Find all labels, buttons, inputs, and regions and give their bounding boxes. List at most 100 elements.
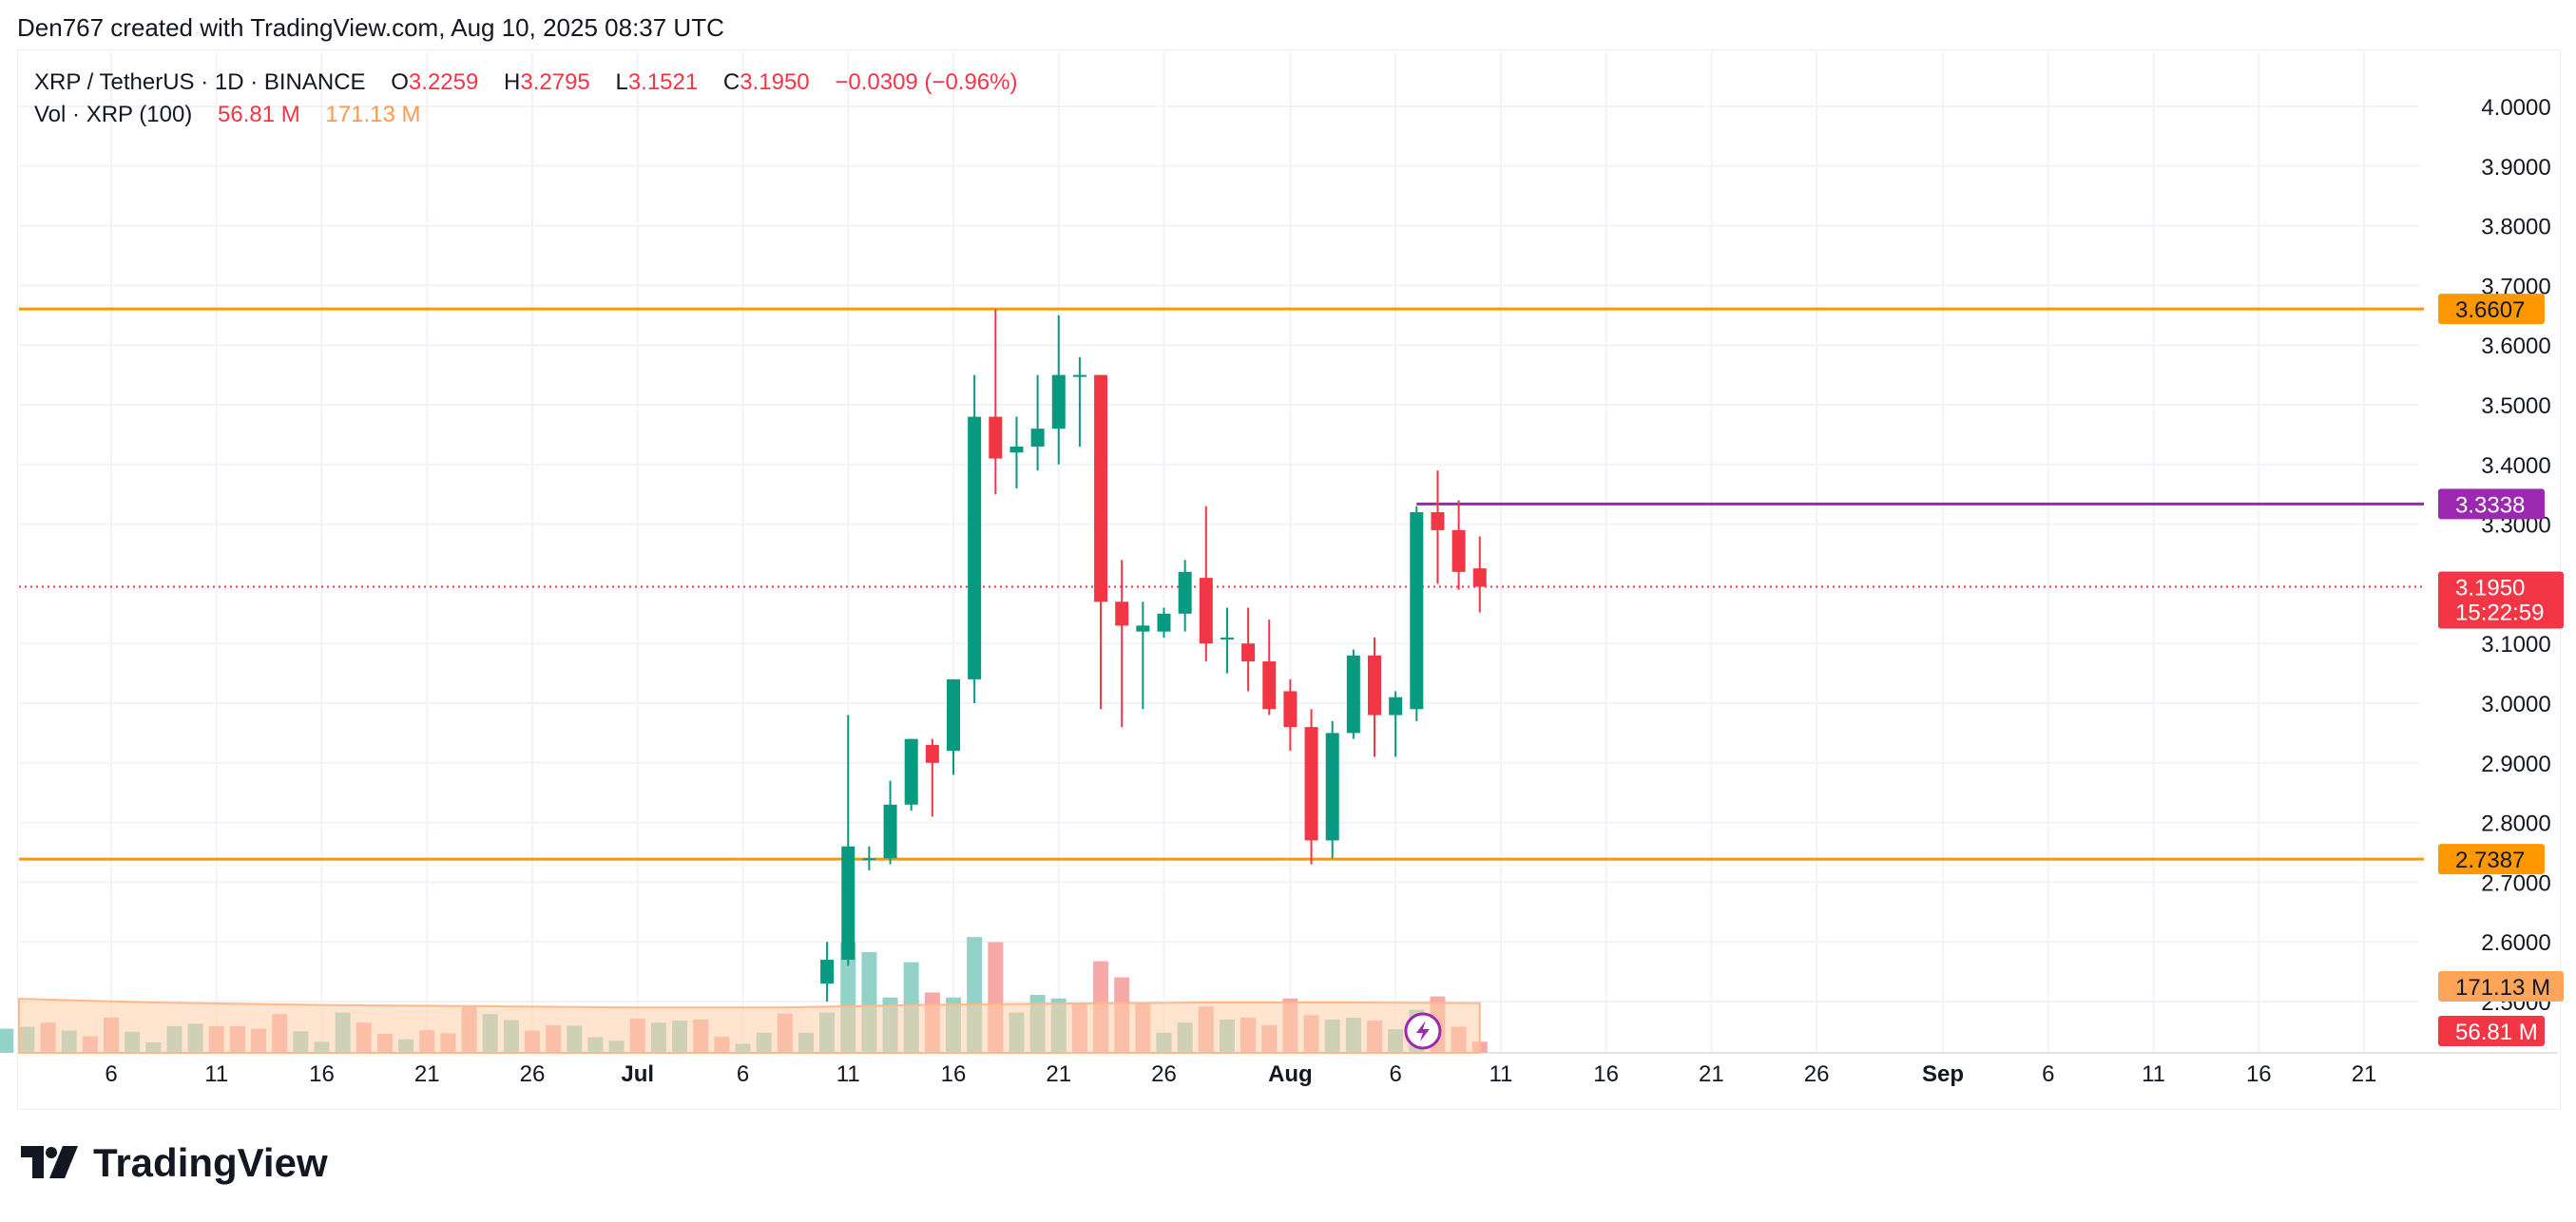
y-tick-label: 2.6000 (2481, 930, 2550, 956)
candle-body (1431, 512, 1445, 530)
y-tick-label: 3.0000 (2481, 692, 2550, 717)
change-value: −0.0309 (−0.96%) (835, 69, 1018, 95)
resistance-tag-bg (2438, 294, 2545, 325)
x-tick-label: 26 (1151, 1061, 1177, 1087)
x-tick-label: Aug (1268, 1061, 1313, 1087)
volume-ma-tag-text: 171.13 M (2455, 975, 2550, 1001)
high-label: H (504, 69, 521, 95)
candle-body (1241, 643, 1256, 662)
candle-body (904, 738, 918, 805)
low-label: L (615, 69, 628, 95)
candle-body (883, 804, 897, 859)
tradingview-logo[interactable]: TradingView (21, 1140, 328, 1186)
x-tick-label: 11 (836, 1061, 860, 1087)
close-value: 3.1950 (740, 69, 810, 95)
volume-value: 56.81 M (218, 102, 300, 127)
x-tick-label: 26 (520, 1061, 546, 1087)
x-tick-label: 11 (2142, 1061, 2165, 1087)
support-tag-text: 2.7387 (2455, 848, 2525, 873)
candle-body (1304, 727, 1318, 841)
candle-body (1178, 571, 1192, 614)
x-tick-label: 6 (2042, 1061, 2054, 1087)
candle-body (1325, 733, 1339, 841)
candle-body (989, 416, 1003, 459)
candle-body (1157, 613, 1171, 632)
y-tick-label: 3.1000 (2481, 632, 2550, 658)
x-tick-label: 16 (2246, 1061, 2272, 1087)
x-tick-label: 6 (105, 1061, 117, 1087)
y-tick-label: 3.6000 (2481, 334, 2550, 359)
volume-tag-text: 56.81 M (2455, 1020, 2538, 1045)
candle-body (1472, 568, 1487, 587)
level-purple-tag-bg (2438, 488, 2545, 520)
x-tick-label: 16 (1593, 1061, 1619, 1087)
y-tick-label: 3.9000 (2481, 155, 2550, 181)
x-tick-label: 11 (1489, 1061, 1512, 1087)
candle-body (1199, 578, 1213, 644)
volume-label[interactable]: Vol · XRP (100) (34, 102, 193, 127)
x-tick-label: 21 (1699, 1061, 1724, 1087)
candle-body (947, 678, 960, 752)
candle-body (862, 858, 876, 861)
y-tick-label: 3.4000 (2481, 453, 2550, 479)
open-label: O (391, 69, 409, 95)
resistance-tag-text: 3.6607 (2455, 297, 2525, 323)
candle-body (925, 744, 939, 763)
candle-body (820, 960, 835, 984)
y-tick-label: 3.8000 (2481, 215, 2550, 240)
candle-body (1368, 655, 1381, 716)
x-tick-label: Jul (621, 1061, 654, 1087)
candle-body (1389, 697, 1403, 716)
y-tick-label: 4.0000 (2481, 95, 2550, 121)
x-tick-label: 21 (2352, 1061, 2377, 1087)
volume-bar (0, 1028, 14, 1053)
chart-caption: Den767 created with TradingView.com, Aug… (17, 13, 724, 42)
volume-tag-bg (2438, 1016, 2545, 1046)
last-price-tag-text: 15:22:59 (2455, 601, 2544, 626)
last-price-tag-bg (2438, 571, 2564, 629)
volume-ma-value: 171.13 M (325, 102, 421, 127)
candle-body (1115, 601, 1129, 626)
candle-body (1136, 625, 1150, 632)
ohlc-legend-row: XRP / TetherUS · 1D · BINANCE O3.2259 H 3… (34, 67, 1017, 99)
x-tick-label: 11 (204, 1061, 228, 1087)
flash-bolt-icon (1415, 1021, 1430, 1041)
open-value: 3.2259 (408, 69, 479, 95)
y-tick-label: 2.7000 (2481, 870, 2550, 896)
x-tick-label: Sep (1922, 1061, 1964, 1087)
chart-legend: XRP / TetherUS · 1D · BINANCE O3.2259 H 3… (34, 67, 1017, 131)
tradingview-wordmark: TradingView (93, 1140, 328, 1185)
candle-body (841, 846, 855, 961)
x-tick-label: 21 (414, 1061, 440, 1087)
last-price-tag-text: 3.1950 (2455, 576, 2525, 601)
candle-body (1030, 429, 1045, 447)
symbol-label[interactable]: XRP / TetherUS · 1D · BINANCE (34, 69, 366, 95)
close-label: C (722, 69, 740, 95)
x-tick-label: 6 (1389, 1061, 1401, 1087)
support-tag-bg (2438, 844, 2545, 875)
candle-body (1283, 691, 1298, 728)
candle-body (1451, 529, 1466, 572)
volume-ma-area (18, 998, 1481, 1054)
x-tick-label: 16 (941, 1061, 967, 1087)
low-value: 3.1521 (627, 69, 699, 95)
level-purple-tag-text: 3.3338 (2455, 492, 2525, 518)
y-tick-label: 2.8000 (2481, 811, 2550, 837)
x-tick-label: 26 (1804, 1061, 1830, 1087)
x-tick-label: 16 (309, 1061, 335, 1087)
x-tick-label: 21 (1046, 1061, 1071, 1087)
y-tick-label: 3.5000 (2481, 393, 2550, 419)
candle-body (1009, 446, 1024, 453)
candle-body (1346, 655, 1360, 734)
volume-legend-row: Vol · XRP (100) 56.81 M 171.13 M (34, 99, 1017, 131)
candle-body (1072, 374, 1086, 377)
y-tick-label: 2.9000 (2481, 752, 2550, 777)
candle-body (1094, 374, 1108, 602)
volume-ma-tag-bg (2438, 971, 2564, 1002)
x-tick-label: 6 (737, 1061, 749, 1087)
candle-body (968, 416, 982, 679)
tradingview-mark-icon (21, 1146, 78, 1178)
candle-body (1220, 637, 1234, 640)
candle-body (1051, 374, 1066, 430)
